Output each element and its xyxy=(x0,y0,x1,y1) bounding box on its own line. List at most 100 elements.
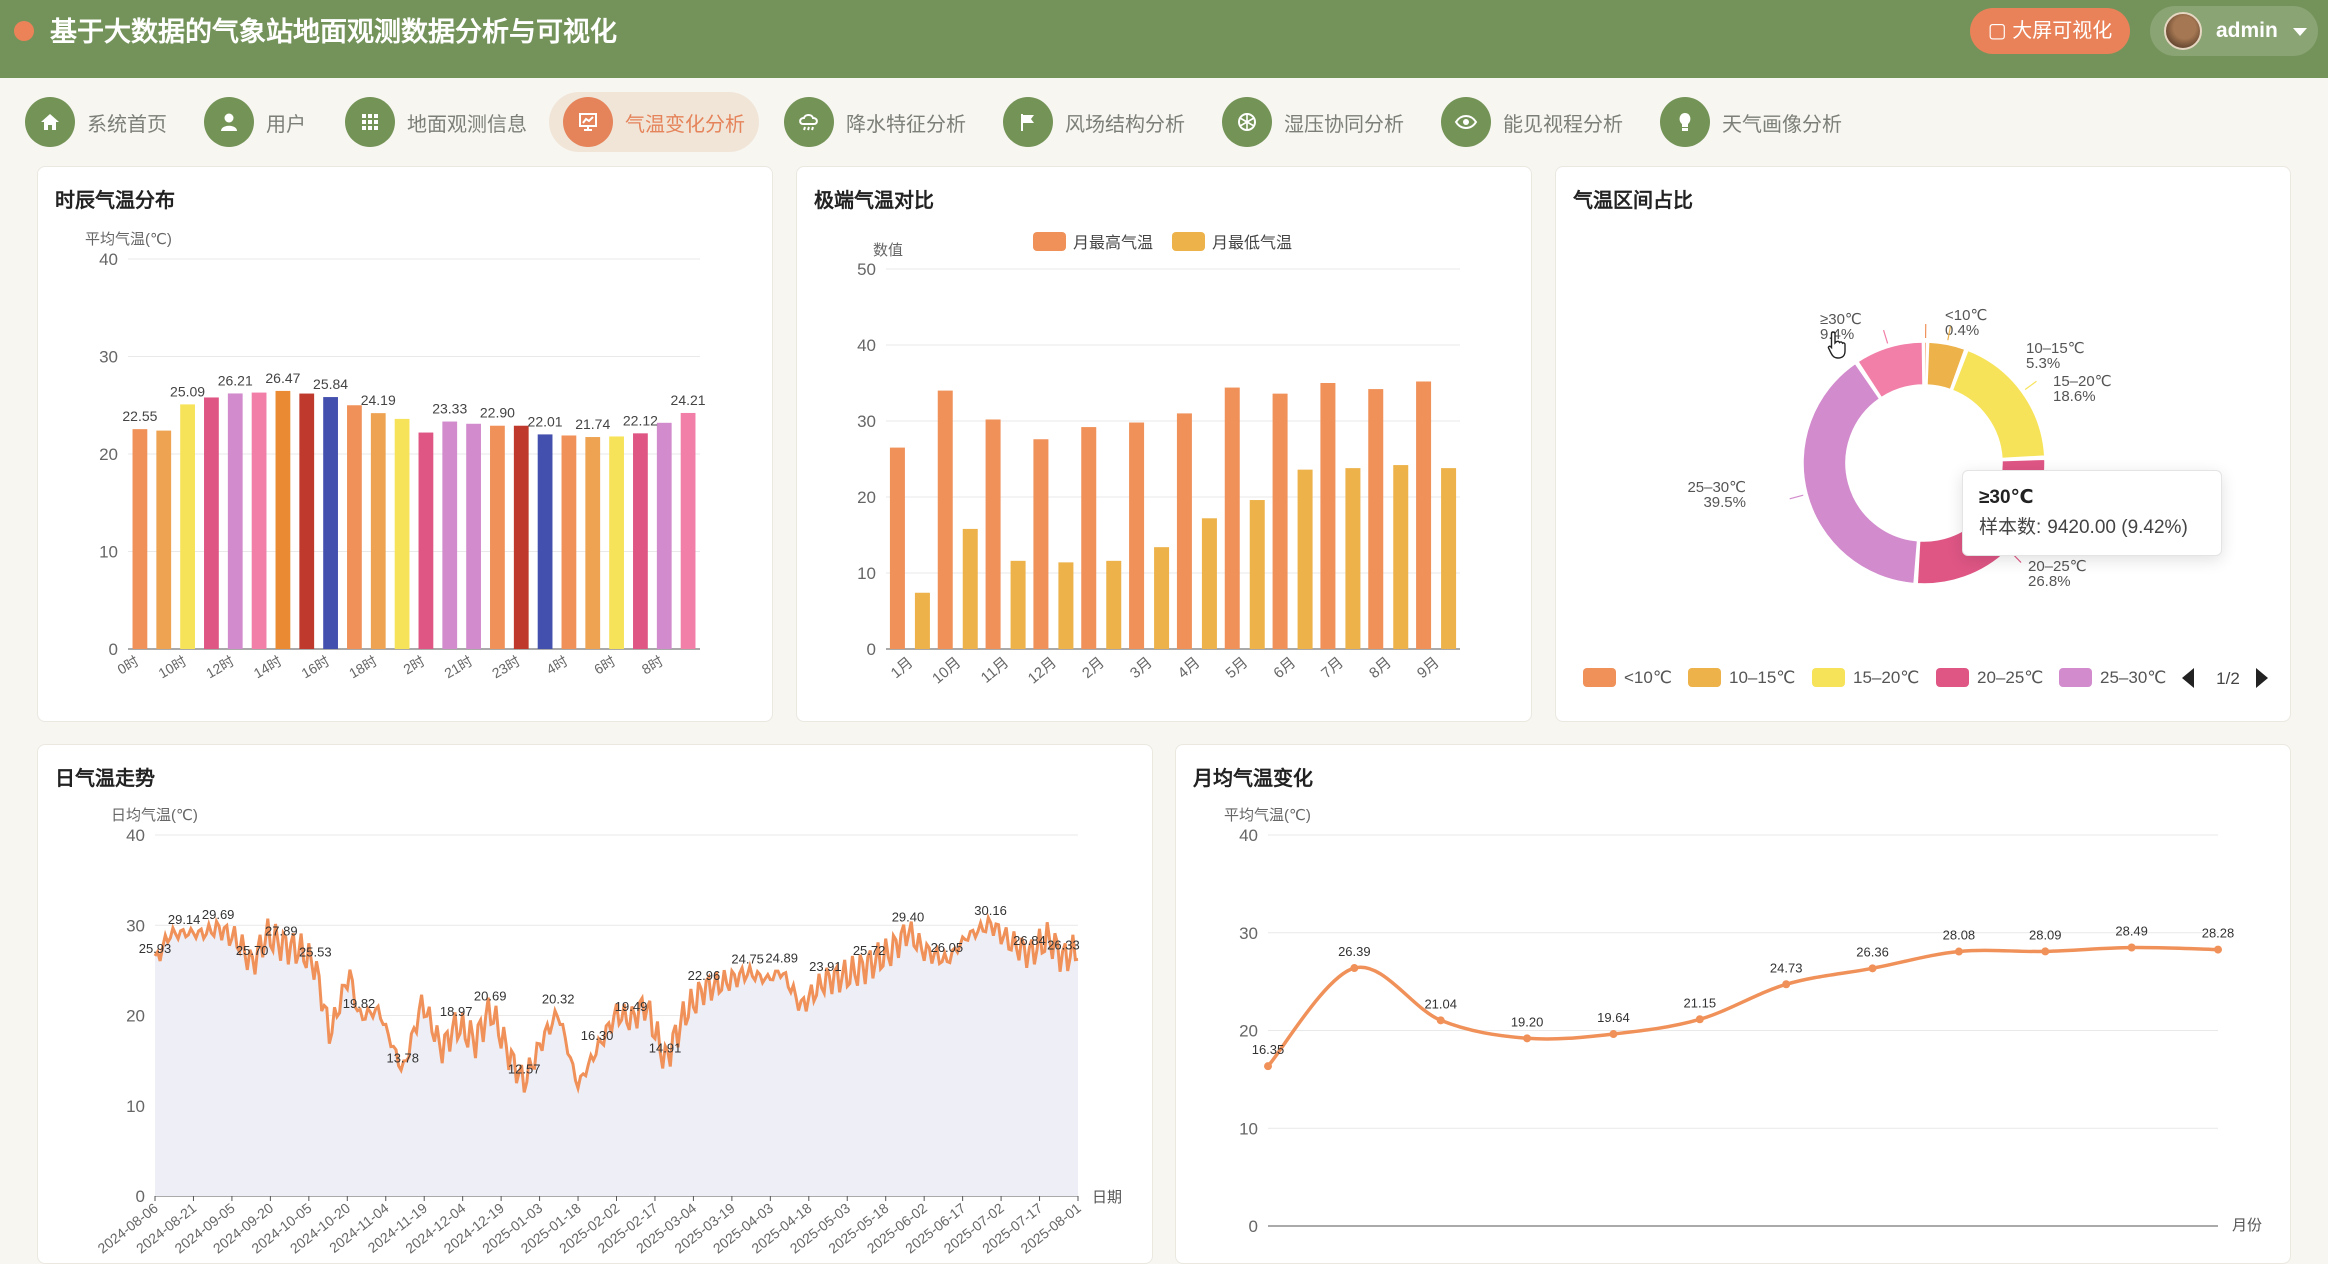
legend-label: 25–30℃ xyxy=(2100,668,2166,687)
data-label: 25.84 xyxy=(313,376,348,392)
y-tick-label: 40 xyxy=(857,336,876,355)
x-tick-label: 12时 xyxy=(203,653,237,682)
bar-6月-月最高气温 xyxy=(1273,394,1288,649)
data-label: 23.91 xyxy=(809,959,842,974)
bar-10月-月最低气温 xyxy=(963,529,978,649)
y-tick-label: 40 xyxy=(99,250,118,269)
x-tick-label: 6月 xyxy=(1270,654,1299,682)
data-point xyxy=(1264,1062,1272,1070)
data-label: 29.14 xyxy=(168,912,201,927)
slice-leader xyxy=(1884,330,1888,343)
data-label: 20.32 xyxy=(542,992,575,1007)
x-tick-label: 5月 xyxy=(1223,654,1252,682)
data-label: 25.72 xyxy=(853,943,886,958)
legend-swatch xyxy=(1936,668,1969,687)
legend-swatch xyxy=(1583,668,1616,687)
x-tick-label: 10月 xyxy=(929,654,964,687)
bar-6月-月最低气温 xyxy=(1298,470,1313,649)
x-tick-label: 8时 xyxy=(639,653,666,678)
data-label: 22.90 xyxy=(480,405,515,421)
slice-25–30℃ xyxy=(1803,363,1918,583)
y-axis-title: 平均气温(℃) xyxy=(1224,807,1311,824)
bar-11月-月最高气温 xyxy=(986,419,1001,649)
hand-cursor-icon xyxy=(1826,330,1848,360)
bar-6时 xyxy=(609,436,624,649)
data-label: 27.89 xyxy=(265,923,298,938)
data-label: 14.91 xyxy=(649,1040,682,1055)
series-line xyxy=(1268,947,2218,1066)
x-tick-label: 18时 xyxy=(346,653,380,682)
bar-12月-月最低气温 xyxy=(1058,562,1073,649)
x-axis-title: 日期 xyxy=(1092,1189,1122,1206)
bar-14时 xyxy=(276,391,291,649)
data-label: 24.73 xyxy=(1770,960,1803,975)
legend-label: 10–15℃ xyxy=(1729,668,1795,687)
y-tick-label: 10 xyxy=(126,1097,145,1116)
data-label: 26.05 xyxy=(931,940,964,955)
y-tick-label: 0 xyxy=(136,1187,145,1206)
bar-4月-月最高气温 xyxy=(1177,413,1192,649)
tooltip-row: 样本数:9420.00 (9.42%) xyxy=(1979,514,2205,542)
bar-4月-月最低气温 xyxy=(1202,518,1217,649)
bar-7月-月最低气温 xyxy=(1345,468,1360,649)
legend-label: 20–25℃ xyxy=(1977,668,2043,687)
data-point xyxy=(1609,1030,1617,1038)
y-axis-title: 平均气温(℃) xyxy=(85,231,172,248)
bar-18时 xyxy=(371,413,386,649)
x-tick-label: 2时 xyxy=(401,653,428,678)
data-point xyxy=(2041,947,2049,955)
data-label: 24.21 xyxy=(671,392,706,408)
data-label: 24.75 xyxy=(731,952,764,967)
y-tick-label: 20 xyxy=(857,488,876,507)
data-label: 13.78 xyxy=(386,1051,419,1066)
y-tick-label: 40 xyxy=(126,826,145,845)
slice-<10℃ xyxy=(1924,342,1926,385)
slice-leader xyxy=(2025,381,2036,389)
x-tick-label: 7月 xyxy=(1318,654,1347,682)
bar-1月-月最低气温 xyxy=(915,593,930,649)
x-tick-label: 3月 xyxy=(1127,654,1156,682)
legend-swatch xyxy=(1812,668,1845,687)
data-point xyxy=(1782,980,1790,988)
data-label: 19.20 xyxy=(1511,1014,1544,1029)
bar-2时 xyxy=(419,433,434,649)
data-label: 21.15 xyxy=(1684,995,1717,1010)
legend-label: 月最低气温 xyxy=(1212,234,1292,252)
legend-next-icon xyxy=(2256,668,2268,688)
x-tick-label: 0时 xyxy=(115,653,142,678)
legend-label: 15–20℃ xyxy=(1853,668,1919,687)
bar-21时 xyxy=(466,424,481,649)
data-label: 12.57 xyxy=(508,1062,541,1077)
slice-percent: 18.6% xyxy=(2053,388,2096,405)
data-point xyxy=(1696,1015,1704,1023)
data-label: 26.47 xyxy=(265,370,300,386)
data-label: 22.55 xyxy=(122,408,157,424)
x-tick-label: 4月 xyxy=(1175,654,1204,682)
y-axis-title: 日均气温(℃) xyxy=(111,807,198,824)
bar-10月-月最高气温 xyxy=(938,391,953,649)
slice-percent: 5.3% xyxy=(2026,355,2060,372)
legend-page: 1/2 xyxy=(2216,669,2240,688)
legend-swatch xyxy=(2059,668,2092,687)
bar-12时 xyxy=(228,393,243,649)
y-tick-label: 10 xyxy=(857,564,876,583)
bar-2月-月最低气温 xyxy=(1106,561,1121,649)
legend-swatch xyxy=(1688,668,1721,687)
tooltip-title: ≥30℃ xyxy=(1979,485,2205,511)
y-tick-label: 0 xyxy=(867,640,876,659)
data-label: 16.30 xyxy=(581,1028,614,1043)
bar-4时 xyxy=(562,435,577,649)
x-tick-label: 14时 xyxy=(251,653,285,682)
bar-3时 xyxy=(538,434,553,649)
y-tick-label: 20 xyxy=(99,445,118,464)
x-tick-label: 1月 xyxy=(888,654,917,682)
data-label: 19.82 xyxy=(343,996,376,1011)
x-tick-label: 8月 xyxy=(1366,654,1395,682)
bar-19时 xyxy=(395,419,410,649)
bar-11月-月最低气温 xyxy=(1011,561,1026,649)
bar-17时 xyxy=(347,405,362,649)
y-tick-label: 10 xyxy=(1239,1119,1258,1138)
bar-0时 xyxy=(133,429,148,649)
y-tick-label: 20 xyxy=(1239,1022,1258,1041)
